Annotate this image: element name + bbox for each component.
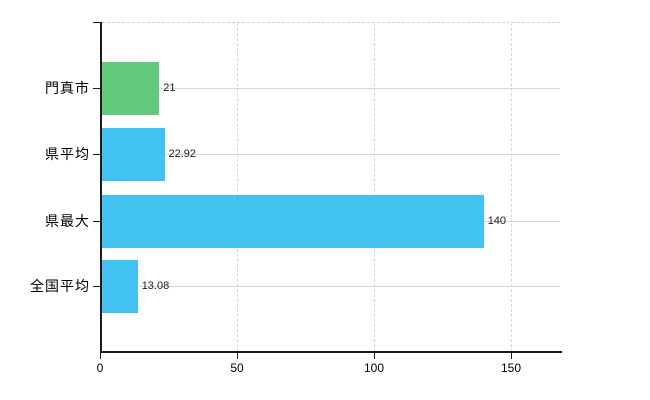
x-axis-tick: [100, 353, 101, 359]
y-axis-tick: [93, 286, 100, 287]
y-axis-top-tick: [93, 22, 100, 23]
x-axis-tick-label: 0: [96, 361, 104, 375]
bar-prefecture-max: [102, 195, 484, 248]
v-gridline-150: [511, 23, 512, 352]
bar-row-kadoma: 21: [102, 62, 562, 115]
h-gridline-row-2: [102, 154, 560, 155]
bar-value-label: 13.08: [141, 280, 170, 292]
bar-kadoma-city: [102, 62, 160, 115]
category-label-kadoma: 門真市: [45, 80, 90, 96]
y-axis-tick: [93, 154, 100, 155]
x-axis-tick-label: 50: [230, 361, 244, 375]
x-axis-tick: [237, 353, 238, 359]
v-gridline-100: [374, 23, 375, 352]
y-axis-tick: [93, 88, 100, 89]
category-label-pref-max: 県最大: [45, 213, 90, 229]
x-axis-tick-label: 100: [363, 361, 385, 375]
bar-row-national-average: 13.08: [102, 260, 562, 313]
v-gridline-50: [237, 23, 238, 352]
x-axis-line: [100, 351, 562, 353]
h-gridline-row-1: [102, 88, 560, 89]
bar-row-pref-average: 22.92: [102, 128, 562, 181]
x-axis-tick-label: 150: [500, 361, 522, 375]
bar-value-label: 22.92: [168, 148, 197, 160]
bar-value-label: 21: [163, 82, 176, 94]
bar-row-pref-max: 140: [102, 195, 562, 248]
plot-top-border: [102, 22, 560, 23]
h-gridline-row-4: [102, 286, 560, 287]
y-axis-line: [100, 22, 102, 353]
x-axis-tick: [511, 353, 512, 359]
y-axis-tick: [93, 221, 100, 222]
bar-prefecture-average: [102, 128, 165, 181]
bar-national-average: [102, 260, 138, 313]
bar-value-label: 140: [487, 215, 507, 227]
x-axis-tick: [374, 353, 375, 359]
category-label-national-average: 全国平均: [30, 278, 90, 294]
category-label-pref-average: 県平均: [45, 146, 90, 162]
